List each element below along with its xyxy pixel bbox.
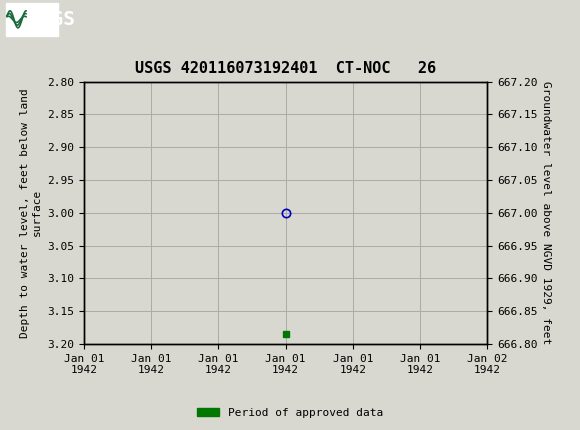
Y-axis label: Depth to water level, feet below land
surface: Depth to water level, feet below land su…	[20, 88, 42, 338]
FancyBboxPatch shape	[6, 3, 58, 36]
Title: USGS 420116073192401  CT-NOC   26: USGS 420116073192401 CT-NOC 26	[135, 61, 436, 77]
Legend: Period of approved data: Period of approved data	[193, 403, 387, 422]
Text: USGS: USGS	[28, 10, 75, 29]
Y-axis label: Groundwater level above NGVD 1929, feet: Groundwater level above NGVD 1929, feet	[541, 81, 552, 344]
